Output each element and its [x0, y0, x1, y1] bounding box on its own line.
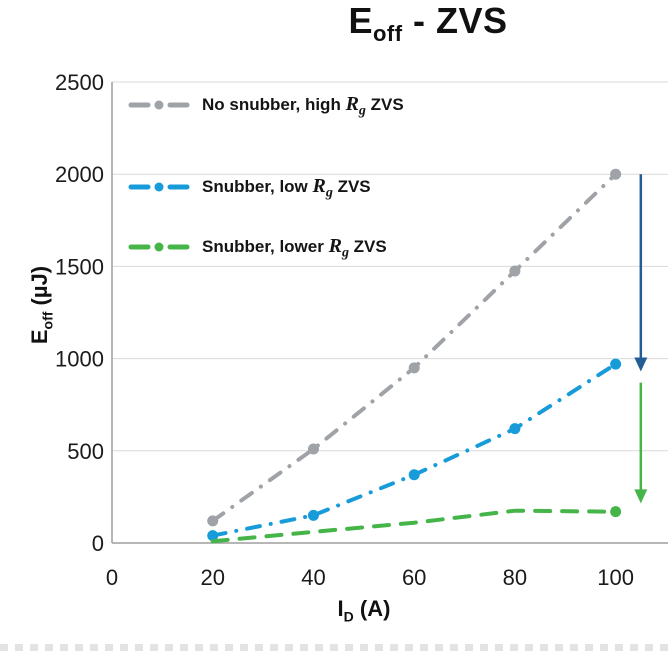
legend-label: Snubber, lower Rg ZVS: [202, 235, 387, 261]
y-tick-label-1000: 1000: [55, 347, 104, 372]
legend-marker-1: [128, 182, 190, 191]
series-1-marker-80: [509, 423, 521, 435]
title-sub: off: [372, 21, 403, 47]
y-tick-label-500: 500: [67, 439, 104, 464]
legend-marker-2: [128, 242, 190, 251]
y-tick-label-1500: 1500: [55, 254, 104, 279]
x-tick-label-0: 0: [106, 565, 118, 590]
title-main: E: [348, 0, 373, 41]
title-rest: - ZVS: [402, 0, 508, 41]
x-axis-label: ID (A): [337, 596, 391, 625]
legend-label-var-sub: g: [358, 103, 366, 119]
y-tick-label-0: 0: [92, 531, 104, 556]
series-0-marker-60: [408, 362, 420, 374]
x-tick-label-60: 60: [402, 565, 426, 590]
legend-item-snubber-lower-rg: Snubber, lower Rg ZVS: [128, 235, 387, 261]
y-axis-label-main: E: [27, 329, 52, 345]
series-1-marker-40: [307, 509, 319, 521]
legend-label-var: R: [312, 175, 326, 197]
legend-label-post: ZVS: [365, 95, 404, 114]
x-axis-label-rest: (A): [353, 596, 391, 621]
series-line-2: [210, 508, 618, 544]
y-axis-label: Eoff (µJ): [27, 265, 56, 345]
x-tick-label-80: 80: [503, 565, 527, 590]
series-0-marker-80: [509, 265, 521, 277]
chart-title: Eoff - ZVS: [348, 0, 508, 45]
series-0-marker-20: [207, 515, 219, 527]
legend-marker-0: [128, 100, 190, 109]
dashed-divider: [0, 644, 668, 651]
legend-label: Snubber, low Rg ZVS: [202, 175, 371, 201]
legend-label-var: R: [345, 93, 359, 115]
series-1-marker-20: [207, 530, 219, 542]
series-1-marker-60: [408, 469, 420, 481]
x-tick-label-100: 100: [597, 565, 634, 590]
legend-label-var: R: [328, 235, 342, 257]
y-axis-label-sub: off: [39, 311, 56, 330]
y-axis-label-rest: (µJ): [27, 265, 52, 312]
reduction-arrow-high-to-low-head: [634, 357, 648, 372]
legend-label-text: Snubber, lower: [202, 237, 329, 256]
series-1-marker-100: [610, 358, 622, 370]
series-line-1: [210, 362, 618, 538]
legend-label-var-sub: g: [325, 185, 333, 201]
x-axis-label-main: I: [337, 596, 344, 621]
x-axis-label-sub: D: [343, 608, 354, 625]
legend-label-var-sub: g: [341, 245, 349, 261]
legend-label-post: ZVS: [348, 237, 387, 256]
legend-label-text: Snubber, low: [202, 177, 313, 196]
reduction-arrow-low-to-lower-head: [634, 489, 648, 504]
series-0-marker-40: [307, 443, 319, 455]
legend-item-no-snubber: No snubber, high Rg ZVS: [128, 93, 404, 119]
series-0-marker-100: [610, 168, 622, 180]
legend-label-text: No snubber, high: [202, 95, 346, 114]
y-tick-label-2500: 2500: [55, 70, 104, 95]
y-tick-label-2000: 2000: [55, 162, 104, 187]
x-tick-label-40: 40: [301, 565, 325, 590]
series-2-marker-100: [610, 506, 622, 518]
legend-label-post: ZVS: [332, 177, 371, 196]
legend-label: No snubber, high Rg ZVS: [202, 93, 404, 119]
series-line-0: [210, 172, 618, 523]
legend-item-snubber-low-rg: Snubber, low Rg ZVS: [128, 175, 371, 201]
x-tick-label-20: 20: [200, 565, 224, 590]
